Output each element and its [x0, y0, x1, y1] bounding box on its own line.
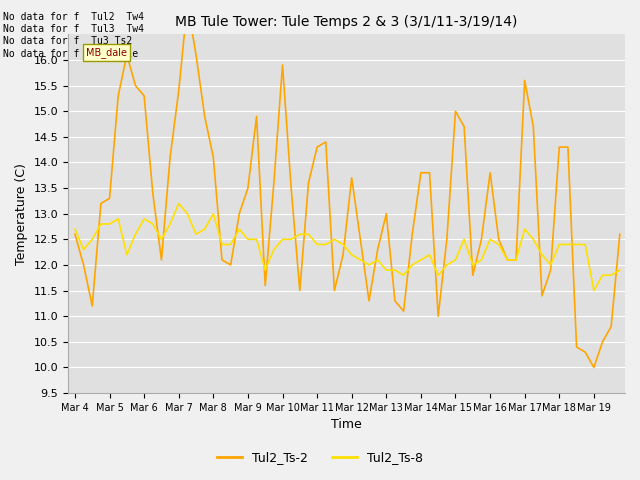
Tul2_Ts-8 [426, 252, 433, 258]
Line: Tul2_Ts-8: Tul2_Ts-8 [75, 204, 620, 290]
Tul2_Ts-8 [435, 272, 442, 278]
Tul2_Ts-8 [71, 226, 79, 232]
Tul2_Ts-8 [383, 267, 390, 273]
Tul2_Ts-8 [616, 267, 623, 273]
Tul2_Ts-2 [590, 365, 598, 371]
Tul2_Ts-2 [435, 313, 442, 319]
Tul2_Ts-2 [71, 231, 79, 237]
Tul2_Ts-2 [616, 231, 623, 237]
Line: Tul2_Ts-2: Tul2_Ts-2 [75, 3, 620, 368]
Tul2_Ts-2 [184, 0, 191, 6]
Tul2_Ts-2 [140, 93, 148, 99]
Tul2_Ts-8 [348, 252, 356, 258]
Text: MB_dale: MB_dale [86, 47, 127, 58]
Title: MB Tule Tower: Tule Temps 2 & 3 (3/1/11-3/19/14): MB Tule Tower: Tule Temps 2 & 3 (3/1/11-… [175, 15, 518, 29]
Text: No data for f  Tul2  Tw4
No data for f  Tul3  Tw4
No data for f  Tu3_Ts2
No data: No data for f Tul2 Tw4 No data for f Tul… [3, 12, 144, 59]
Tul2_Ts-8 [175, 201, 182, 206]
Y-axis label: Temperature (C): Temperature (C) [15, 163, 28, 264]
Tul2_Ts-2 [426, 170, 433, 176]
Tul2_Ts-8 [140, 216, 148, 222]
Tul2_Ts-2 [305, 180, 312, 186]
Tul2_Ts-2 [348, 175, 356, 181]
Tul2_Ts-8 [590, 288, 598, 293]
X-axis label: Time: Time [331, 419, 362, 432]
Tul2_Ts-8 [305, 231, 312, 237]
Legend: Tul2_Ts-2, Tul2_Ts-8: Tul2_Ts-2, Tul2_Ts-8 [212, 446, 428, 469]
Tul2_Ts-2 [383, 211, 390, 216]
